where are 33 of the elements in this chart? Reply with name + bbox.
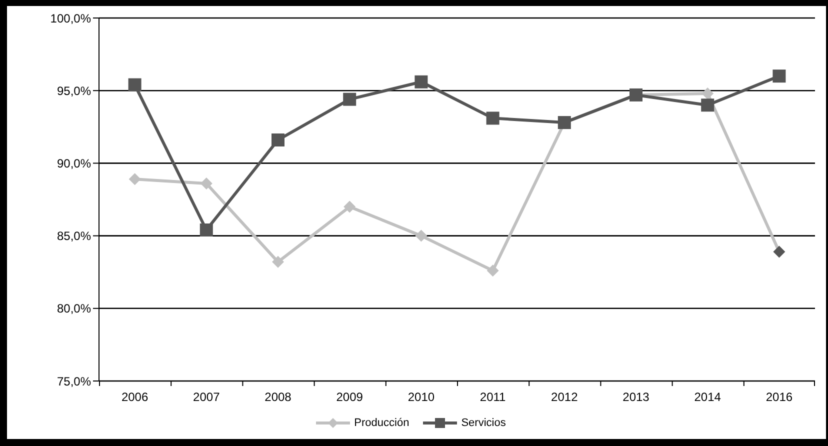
x-tick-label: 2016 <box>766 390 793 404</box>
y-tick-label: 85,0% <box>56 229 92 244</box>
point <box>486 264 499 277</box>
legend-label: Servicios <box>461 417 506 429</box>
point <box>272 256 284 268</box>
point <box>128 78 142 92</box>
y-tick-label: 90,0% <box>56 156 92 170</box>
x-tick-label: 2013 <box>622 390 650 404</box>
point <box>272 133 284 146</box>
point <box>486 112 500 125</box>
point <box>200 223 213 236</box>
x-tick-label: 2006 <box>121 390 148 404</box>
x-tick-label: 2008 <box>264 390 292 404</box>
x-tick-label: 2010 <box>408 390 435 404</box>
x-tick-label: 2007 <box>193 390 220 404</box>
point <box>415 230 428 242</box>
point <box>128 173 141 186</box>
x-tick-label: 2011 <box>480 390 506 404</box>
point <box>343 92 356 106</box>
point <box>701 98 714 112</box>
point <box>200 178 212 190</box>
y-tick-label: 95,0% <box>56 84 92 98</box>
point <box>772 70 786 83</box>
y-tick-label: 80,0% <box>56 302 92 316</box>
legend-label: Producción <box>354 417 410 429</box>
point <box>702 88 714 100</box>
x-tick-label: 2012 <box>551 390 578 404</box>
x-tick-label: 2009 <box>336 390 364 404</box>
x-tick-label: 2014 <box>694 390 722 404</box>
point <box>414 75 428 88</box>
y-tick-label: 100,0% <box>50 11 92 26</box>
y-tick-label: 75,0% <box>56 374 92 388</box>
point <box>344 200 356 213</box>
